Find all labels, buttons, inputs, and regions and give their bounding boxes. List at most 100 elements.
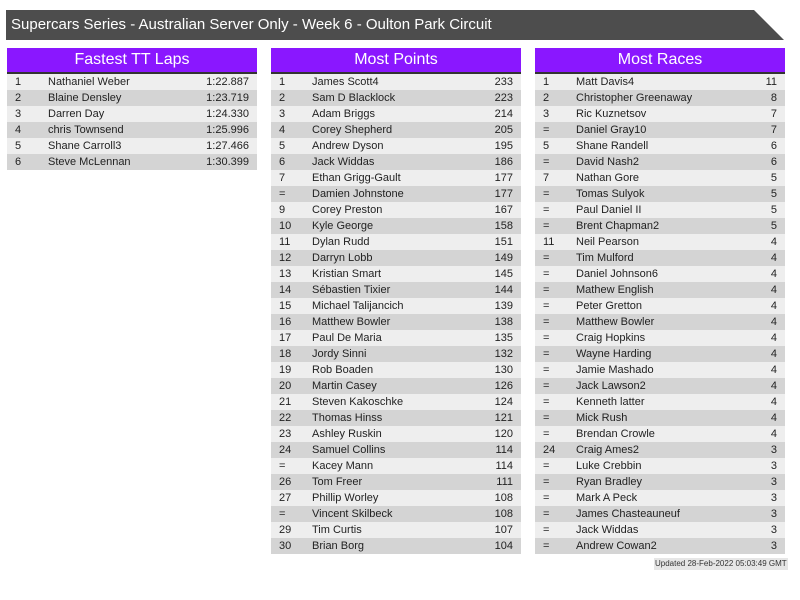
row-name: Peter Gretton bbox=[576, 300, 643, 312]
row-value: 126 bbox=[494, 380, 513, 392]
row-name: Brendan Crowle bbox=[576, 428, 655, 440]
row-rank: = bbox=[543, 508, 550, 520]
table-row: 11 Neil Pearson 4 bbox=[535, 234, 785, 250]
row-value: 4 bbox=[770, 236, 777, 248]
table-row: = Ryan Bradley 3 bbox=[535, 474, 785, 490]
table-row: 16 Matthew Bowler 138 bbox=[271, 314, 521, 330]
row-name: Michael Talijancich bbox=[312, 300, 404, 312]
row-rank: 1 bbox=[279, 76, 286, 88]
table-row: 18 Jordy Sinni 132 bbox=[271, 346, 521, 362]
row-value: 1:27.466 bbox=[206, 140, 249, 152]
table-row: 11 Dylan Rudd 151 bbox=[271, 234, 521, 250]
table-row: 5 Shane Carroll3 1:27.466 bbox=[7, 138, 257, 154]
row-rank: 6 bbox=[279, 156, 286, 168]
row-value: 4 bbox=[770, 252, 777, 264]
table-row: 2 Sam D Blacklock 223 bbox=[271, 90, 521, 106]
row-rank: = bbox=[543, 220, 550, 232]
row-rank: 7 bbox=[279, 172, 286, 184]
row-rank: = bbox=[543, 252, 550, 264]
row-value: 6 bbox=[770, 140, 777, 152]
row-rank: = bbox=[279, 508, 286, 520]
row-rank: 21 bbox=[279, 396, 292, 408]
table-row: 12 Darryn Lobb 149 bbox=[271, 250, 521, 266]
table-row: = Jack Widdas 3 bbox=[535, 522, 785, 538]
table-row: 24 Craig Ames2 3 bbox=[535, 442, 785, 458]
row-name: James Chasteauneuf bbox=[576, 508, 680, 520]
row-name: Nathaniel Weber bbox=[48, 76, 130, 88]
row-name: James Scott4 bbox=[312, 76, 379, 88]
row-value: 121 bbox=[494, 412, 513, 424]
row-value: 4 bbox=[770, 428, 777, 440]
row-name: Ashley Ruskin bbox=[312, 428, 382, 440]
row-rank: 6 bbox=[15, 156, 22, 168]
row-value: 177 bbox=[494, 188, 513, 200]
table-row: = Mick Rush 4 bbox=[535, 410, 785, 426]
row-name: Sam D Blacklock bbox=[312, 92, 396, 104]
row-value: 3 bbox=[770, 444, 777, 456]
row-value: 4 bbox=[770, 300, 777, 312]
row-name: Vincent Skilbeck bbox=[312, 508, 393, 520]
row-name: Rob Boaden bbox=[312, 364, 374, 376]
table-row: 6 Steve McLennan 1:30.399 bbox=[7, 154, 257, 170]
row-name: Ryan Bradley bbox=[576, 476, 643, 488]
table-row: 7 Nathan Gore 5 bbox=[535, 170, 785, 186]
row-name: Craig Hopkins bbox=[576, 332, 646, 344]
row-value: 104 bbox=[494, 540, 513, 552]
row-rank: 16 bbox=[279, 316, 292, 328]
row-value: 5 bbox=[770, 188, 777, 200]
row-value: 107 bbox=[494, 524, 513, 536]
table-row: 6 Jack Widdas 186 bbox=[271, 154, 521, 170]
table-row: 3 Ric Kuznetsov 7 bbox=[535, 106, 785, 122]
row-value: 7 bbox=[770, 108, 777, 120]
table-heading: Most Points bbox=[271, 48, 521, 74]
table-row: 26 Tom Freer 111 bbox=[271, 474, 521, 490]
row-name: Mathew English bbox=[576, 284, 654, 296]
row-name: Tim Mulford bbox=[576, 252, 634, 264]
row-name: Kristian Smart bbox=[312, 268, 382, 280]
row-rank: = bbox=[543, 428, 550, 440]
row-rank: 12 bbox=[279, 252, 292, 264]
row-name: Andrew Dyson bbox=[312, 140, 384, 152]
table-row: = Andrew Cowan2 3 bbox=[535, 538, 785, 554]
row-name: Paul Daniel II bbox=[576, 204, 642, 216]
table-row: = Paul Daniel II 5 bbox=[535, 202, 785, 218]
row-name: Tim Curtis bbox=[312, 524, 362, 536]
updated-timestamp: Updated 28-Feb-2022 05:03:49 GMT bbox=[654, 558, 788, 570]
fastest-tt-laps-table: Fastest TT Laps 1 Nathaniel Weber 1:22.887… bbox=[7, 48, 257, 170]
row-value: 151 bbox=[494, 236, 513, 248]
table-row: 2 Christopher Greenaway 8 bbox=[535, 90, 785, 106]
row-rank: 11 bbox=[279, 236, 291, 248]
row-name: Craig Ames2 bbox=[576, 444, 639, 456]
row-rank: 17 bbox=[279, 332, 292, 344]
row-value: 3 bbox=[770, 492, 777, 504]
table-row: 7 Ethan Grigg-Gault 177 bbox=[271, 170, 521, 186]
table-row: 30 Brian Borg 104 bbox=[271, 538, 521, 554]
row-rank: 22 bbox=[279, 412, 292, 424]
row-name: Luke Crebbin bbox=[576, 460, 642, 472]
row-name: Phillip Worley bbox=[312, 492, 379, 504]
row-value: 3 bbox=[770, 508, 777, 520]
row-rank: = bbox=[543, 300, 550, 312]
row-name: Sébastien Tixier bbox=[312, 284, 391, 296]
row-name: Brent Chapman2 bbox=[576, 220, 660, 232]
row-name: Jack Widdas bbox=[312, 156, 375, 168]
table-row: 24 Samuel Collins 114 bbox=[271, 442, 521, 458]
row-name: Matt Davis4 bbox=[576, 76, 635, 88]
row-value: 4 bbox=[770, 380, 777, 392]
row-rank: 3 bbox=[543, 108, 550, 120]
row-name: Kacey Mann bbox=[312, 460, 374, 472]
row-name: Tom Freer bbox=[312, 476, 363, 488]
row-name: Nathan Gore bbox=[576, 172, 639, 184]
row-rank: 23 bbox=[279, 428, 292, 440]
row-rank: = bbox=[543, 268, 550, 280]
row-name: Ric Kuznetsov bbox=[576, 108, 647, 120]
row-value: 1:25.996 bbox=[206, 124, 249, 136]
row-rank: 14 bbox=[279, 284, 292, 296]
row-value: 195 bbox=[494, 140, 513, 152]
table-row: = Daniel Johnson6 4 bbox=[535, 266, 785, 282]
row-value: 111 bbox=[496, 476, 513, 488]
row-value: 149 bbox=[494, 252, 513, 264]
row-rank: 5 bbox=[543, 140, 550, 152]
row-value: 3 bbox=[770, 460, 777, 472]
row-rank: 3 bbox=[279, 108, 286, 120]
